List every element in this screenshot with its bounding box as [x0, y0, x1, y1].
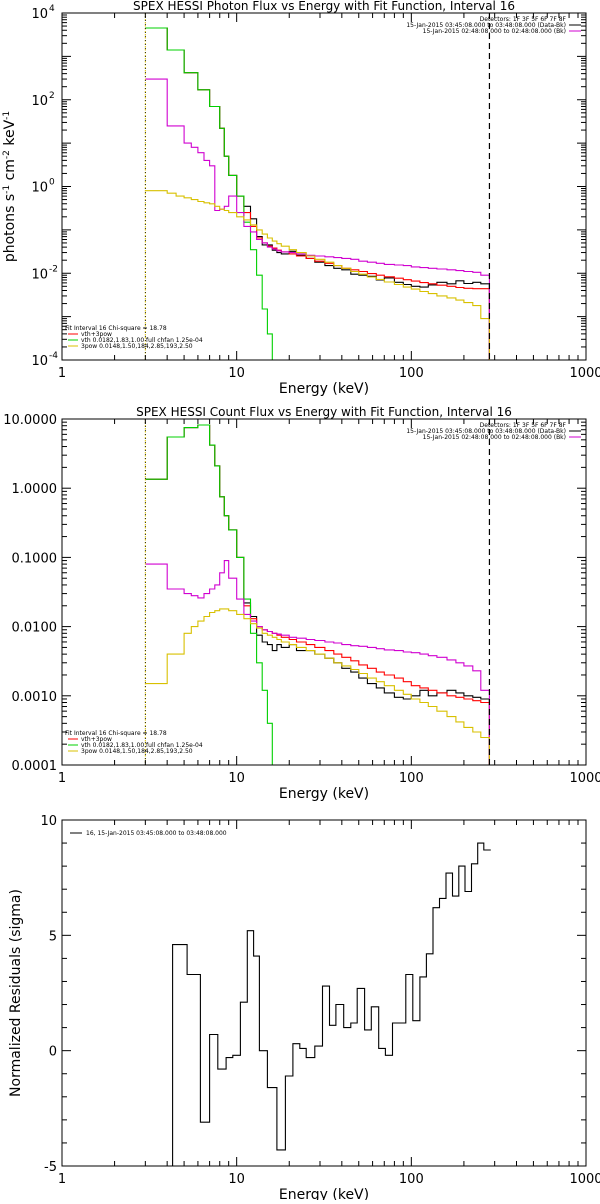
- y-tick-label-photon: 10: [31, 354, 48, 369]
- chart-title-count: SPEX HESSI Count Flux vs Energy with Fit…: [136, 405, 512, 419]
- y-tick-label-photon: 10: [31, 7, 48, 22]
- x-tick-label-photon: 1: [58, 366, 66, 381]
- series-line-photon-3: [145, 78, 490, 360]
- series-group-photon: [145, 27, 490, 360]
- series-line-photon-1: [145, 27, 490, 360]
- x-tick-label-photon: 100: [399, 366, 424, 381]
- legend-bottom-text-photon: vth 0.0182,1.83,1.00 full chfan 1.25e-04: [81, 337, 203, 344]
- y-tick-label-count: 10.0000: [3, 413, 57, 428]
- legend-bottom-text-count: Fit Interval 16 Chi-square = 18.78: [65, 730, 167, 737]
- plot-frame-photon: [61, 12, 587, 361]
- series-line-count-4: [145, 608, 490, 765]
- y-tick-label-count: 1.0000: [12, 482, 58, 497]
- legend-bottom-text-count: vth 0.0182,1.83,1.00 full chfan 1.25e-04: [81, 742, 203, 749]
- legend-bottom-text-photon: Fit Interval 16 Chi-square = 18.78: [65, 325, 167, 332]
- y-axis-label-photon: photons s-1 cm-2 keV-1: [2, 111, 18, 262]
- series-line-photon-4: [145, 190, 490, 360]
- y-axis-label-part: cm: [2, 159, 18, 185]
- x-tick-label-resid: 100: [399, 1172, 424, 1187]
- x-tick-label-photon: 1000: [569, 366, 600, 381]
- y-tick-label-count: 0.0100: [12, 621, 58, 636]
- y-tick-exponent-photon: 2: [49, 91, 55, 101]
- x-axis-label-resid: Energy (keV): [279, 1187, 369, 1200]
- legend-bottom-text-photon: vth+3pow: [81, 331, 112, 338]
- legend-top-text-photon: 15-Jan-2015 03:45:08.000 to 03:48:08.000…: [406, 22, 566, 29]
- x-tick-label-count: 1: [58, 771, 66, 786]
- panel-photon: SPEX HESSI Photon Flux vs Energy with Fi…: [2, 0, 600, 397]
- x-tick-label-resid: 10: [228, 1172, 245, 1187]
- chart-title-photon: SPEX HESSI Photon Flux vs Energy with Fi…: [133, 0, 515, 13]
- x-tick-label-count: 100: [399, 771, 424, 786]
- x-tick-label-photon: 10: [228, 366, 245, 381]
- y-axis-label-superscript: -1: [2, 185, 12, 194]
- legend-text-resid: 16, 15-Jan-2015 03:45:08.000 to 03:48:08…: [86, 830, 227, 837]
- series-line-photon-0: [145, 27, 490, 360]
- y-tick-exponent-photon: -4: [49, 351, 58, 361]
- x-tick-label-resid: 1: [58, 1172, 66, 1187]
- legend-top-text-count: 15-Jan-2015 02:48:08.000 to 02:48:08.000…: [423, 434, 566, 441]
- y-tick-label-resid: 5: [49, 929, 57, 944]
- legend-top-text-photon: 15-Jan-2015 02:48:08.000 to 02:48:08.000…: [423, 28, 566, 35]
- y-tick-label-count: 0.1000: [12, 551, 58, 566]
- legend-bottom-text-count: vth+3pow: [81, 736, 112, 743]
- y-tick-exponent-photon: -2: [49, 264, 58, 274]
- series-line-resid-0: [172, 842, 491, 1166]
- series-line-photon-2: [145, 27, 278, 360]
- y-tick-label-photon: 10: [31, 181, 48, 196]
- y-tick-label-count: 0.0001: [12, 759, 58, 774]
- y-tick-label-resid: 0: [49, 1045, 57, 1060]
- series-line-count-2: [145, 424, 278, 765]
- x-tick-label-count: 10: [228, 771, 245, 786]
- y-tick-exponent-photon: 4: [49, 4, 55, 14]
- y-axis-label-resid: Normalized Residuals (sigma): [8, 889, 24, 1097]
- series-group-resid: [172, 842, 491, 1166]
- legend-top-text-count: 15-Jan-2015 03:45:08.000 to 03:48:08.000…: [406, 428, 566, 435]
- panel-resid: 1 10 100 1000 Energy (keV) 10 5 0 -5 Normalized R…: [8, 814, 600, 1203]
- legend-bottom-text-count: 3pow 0.0148,1.50,184,2.85,193,2.50: [81, 748, 193, 755]
- plot-frame-resid: [61, 819, 587, 1167]
- y-tick-label-photon: 10: [31, 94, 48, 109]
- y-tick-label-resid: 10: [40, 814, 57, 829]
- y-axis-label-part: keV: [2, 119, 18, 150]
- y-tick-exponent-photon: 0: [49, 178, 55, 188]
- y-axis-label-superscript: -1: [2, 111, 12, 120]
- legend-top-text-photon: Detectors: 1F 3F 5F 6F 7F 8F: [480, 16, 567, 23]
- x-tick-label-count: 1000: [569, 771, 600, 786]
- plot-frame-count: [61, 418, 587, 766]
- x-axis-label-photon: Energy (keV): [279, 381, 369, 397]
- series-group-count: [145, 424, 490, 765]
- y-axis-label-superscript: -2: [2, 150, 12, 159]
- panel-count: SPEX HESSI Count Flux vs Energy with Fit…: [3, 405, 600, 802]
- y-axis-label-part: photons s: [2, 194, 18, 262]
- series-line-count-3: [145, 560, 490, 765]
- legend-top-text-count: Detectors: 1F 3F 5F 6F 7F 8F: [480, 422, 567, 429]
- y-tick-label-resid: -5: [44, 1160, 57, 1175]
- x-axis-label-count: Energy (keV): [279, 786, 369, 802]
- y-tick-label-count: 0.0010: [12, 690, 58, 705]
- legend-bottom-text-photon: 3pow 0.0148,1.50,184,2.85,193,2.50: [81, 343, 193, 350]
- x-tick-label-resid: 1000: [569, 1172, 600, 1187]
- y-tick-label-photon: 10: [31, 267, 48, 282]
